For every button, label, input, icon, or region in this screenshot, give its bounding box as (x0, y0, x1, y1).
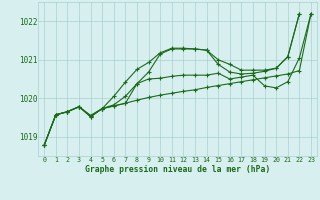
X-axis label: Graphe pression niveau de la mer (hPa): Graphe pression niveau de la mer (hPa) (85, 164, 270, 174)
